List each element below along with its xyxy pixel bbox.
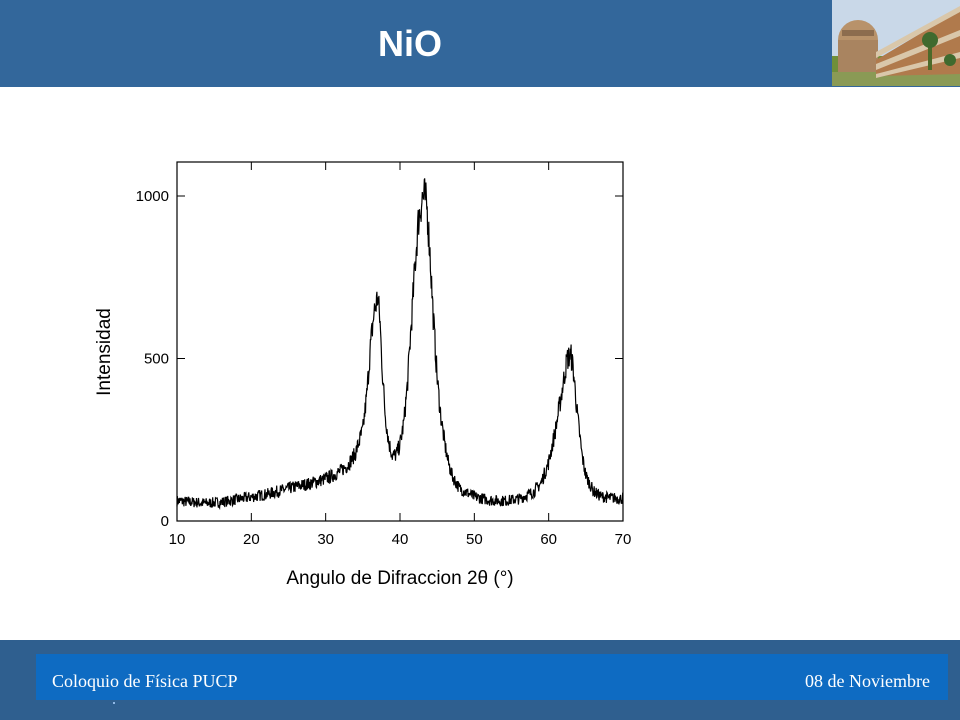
x-tick-label: 10 [169, 531, 186, 548]
y-axis-title: Intensidad [94, 308, 115, 396]
x-tick-label: 70 [615, 531, 632, 548]
xrd-chart: 10 20 30 40 50 60 70 0 500 1000 Angulo de Difrac… [94, 161, 632, 589]
slide-title: NiO [377, 23, 442, 64]
x-axis-ticks: 10 20 30 40 50 60 70 [169, 162, 632, 548]
header-bar [0, 0, 960, 87]
y-axis-ticks: 0 500 1000 [136, 188, 623, 530]
footer-date: 08 de Noviembre [805, 671, 930, 691]
x-tick-label: 40 [392, 531, 409, 548]
x-axis-title: Angulo de Difraccion 2θ (°) [286, 568, 513, 589]
x-tick-label: 30 [317, 531, 334, 548]
footer-event: Coloquio de Física PUCP [52, 671, 238, 691]
building-photo-graphic [832, 0, 960, 86]
y-tick-label: 1000 [136, 188, 169, 205]
x-tick-label: 20 [243, 531, 260, 548]
series-line-intensity [176, 178, 624, 511]
x-tick-label: 60 [540, 531, 557, 548]
footer-dot [113, 702, 115, 704]
plot-frame [176, 161, 624, 522]
y-tick-label: 500 [144, 351, 169, 368]
building-photo-icon [832, 0, 960, 86]
footer-highlight [36, 654, 948, 700]
x-tick-label: 50 [466, 531, 483, 548]
y-tick-label: 0 [161, 513, 169, 530]
